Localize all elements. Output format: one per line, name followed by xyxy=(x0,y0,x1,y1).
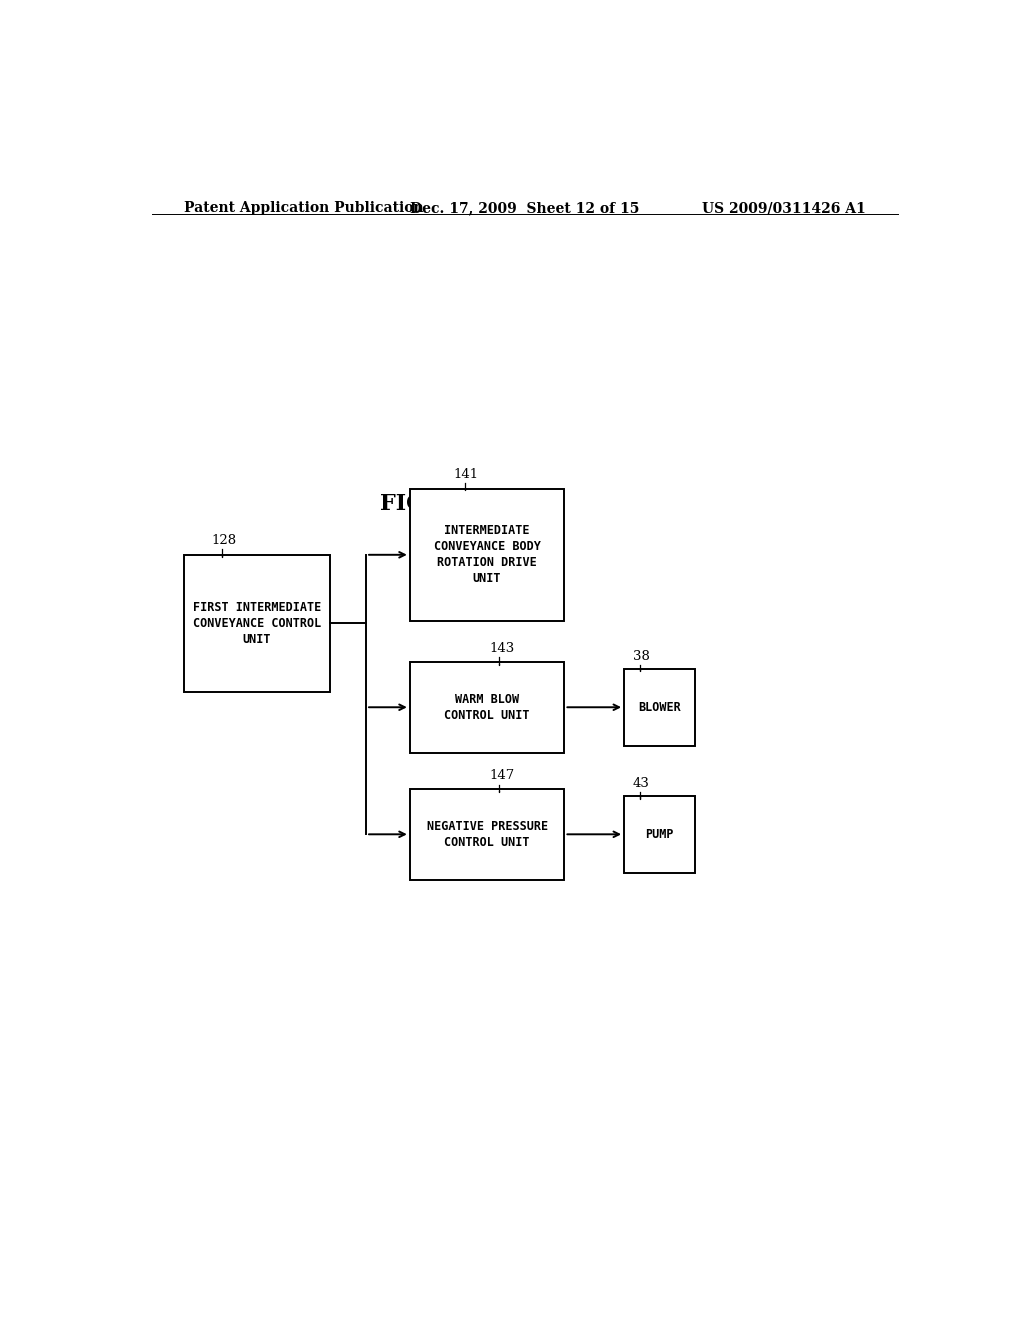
Text: FIG.14: FIG.14 xyxy=(380,492,463,515)
Text: NEGATIVE PRESSURE
CONTROL UNIT: NEGATIVE PRESSURE CONTROL UNIT xyxy=(427,820,548,849)
Text: PUMP: PUMP xyxy=(645,828,674,841)
Text: 141: 141 xyxy=(454,467,478,480)
Text: 43: 43 xyxy=(633,776,649,789)
Text: INTERMEDIATE
CONVEYANCE BODY
ROTATION DRIVE
UNIT: INTERMEDIATE CONVEYANCE BODY ROTATION DR… xyxy=(434,524,541,585)
Text: FIRST INTERMEDIATE
CONVEYANCE CONTROL
UNIT: FIRST INTERMEDIATE CONVEYANCE CONTROL UN… xyxy=(193,601,322,645)
Text: Patent Application Publication: Patent Application Publication xyxy=(183,201,423,215)
Text: BLOWER: BLOWER xyxy=(638,701,681,714)
Bar xyxy=(624,796,695,873)
Bar xyxy=(410,661,564,752)
Text: 147: 147 xyxy=(489,770,514,783)
Text: 128: 128 xyxy=(211,533,237,546)
Text: US 2009/0311426 A1: US 2009/0311426 A1 xyxy=(702,201,866,215)
Bar xyxy=(183,554,331,692)
Text: WARM BLOW
CONTROL UNIT: WARM BLOW CONTROL UNIT xyxy=(444,693,529,722)
Bar xyxy=(410,788,564,880)
Text: 143: 143 xyxy=(489,643,514,656)
Text: 38: 38 xyxy=(633,649,649,663)
Text: Dec. 17, 2009  Sheet 12 of 15: Dec. 17, 2009 Sheet 12 of 15 xyxy=(411,201,639,215)
Bar xyxy=(410,488,564,620)
Bar xyxy=(624,669,695,746)
